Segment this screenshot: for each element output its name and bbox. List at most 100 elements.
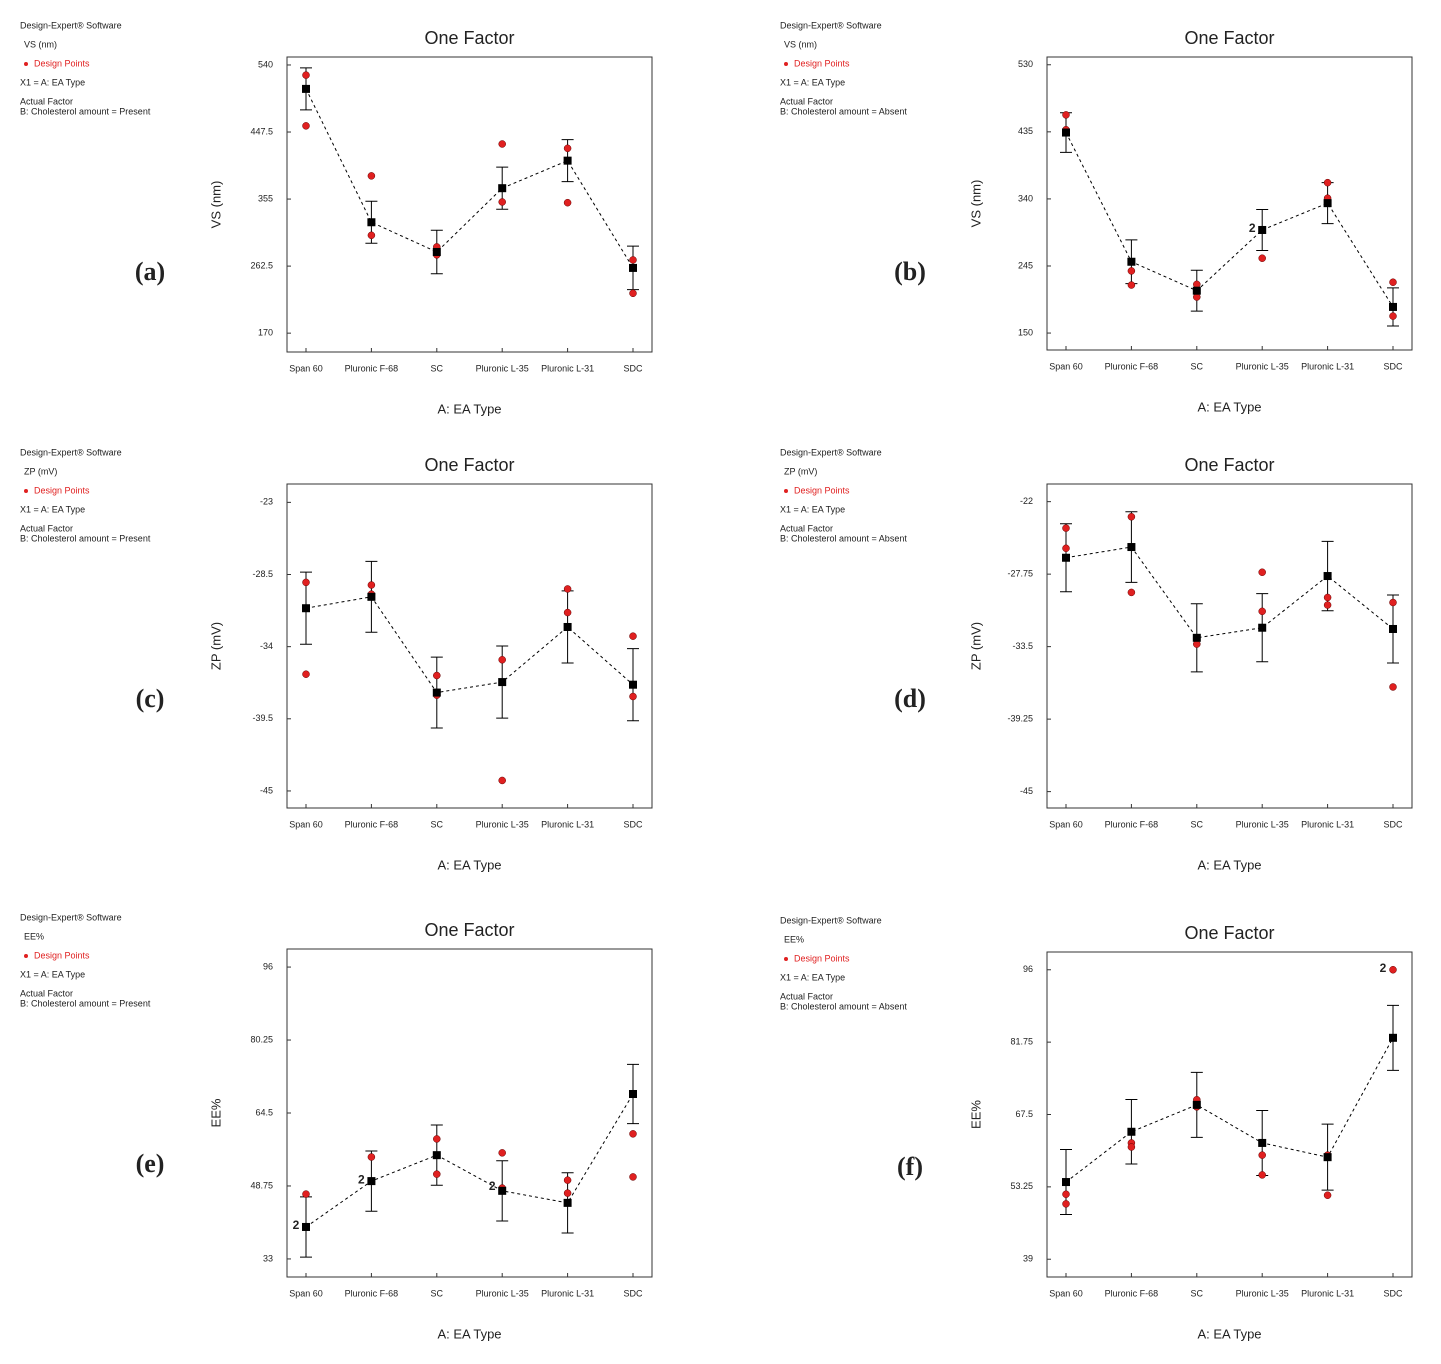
y-tick-label: 39 xyxy=(1023,1254,1033,1264)
y-tick-label: 96 xyxy=(1023,964,1033,974)
y-tick-label: -33.5 xyxy=(1012,641,1033,651)
x-tick-label: SC xyxy=(431,363,444,373)
mean-marker xyxy=(1062,553,1070,562)
chart-title: One Factor xyxy=(424,920,514,940)
note: ZP (mV) xyxy=(784,466,817,476)
note: EE% xyxy=(24,931,44,941)
x-tick-label: Pluronic L-35 xyxy=(1236,361,1289,371)
y-tick-label: -34 xyxy=(260,641,273,651)
design-point xyxy=(1258,568,1266,576)
design-point xyxy=(563,144,572,153)
mean-marker xyxy=(563,622,572,631)
y-tick-label: 245 xyxy=(1018,260,1033,270)
x-tick-label: Pluronic L-31 xyxy=(541,819,594,829)
note: B: Cholesterol amount = Present xyxy=(20,998,151,1008)
y-tick-label: 170 xyxy=(258,328,273,338)
panel-label: (c) xyxy=(136,684,165,713)
chart-title: One Factor xyxy=(424,455,514,475)
mean-marker xyxy=(1389,302,1397,311)
mean-line xyxy=(1065,132,1394,308)
design-point xyxy=(629,256,637,264)
mean-line xyxy=(305,1093,634,1228)
design-point xyxy=(302,1190,310,1198)
mean-marker xyxy=(1192,286,1201,295)
x-tick-label: Pluronic F-68 xyxy=(1105,361,1159,371)
panel-label: (a) xyxy=(135,257,165,286)
mean-marker xyxy=(302,1222,310,1231)
plot-frame xyxy=(286,56,653,353)
annotation: 2 xyxy=(1249,221,1256,235)
x-tick-label: SC xyxy=(1191,1288,1204,1298)
plot-frame xyxy=(1046,951,1413,1278)
note: Design-Expert® Software xyxy=(780,20,882,30)
legend-marker xyxy=(24,62,28,66)
mean-marker xyxy=(367,218,376,227)
mean-marker xyxy=(302,84,310,93)
note: X1 = A: EA Type xyxy=(780,972,845,982)
x-tick-label: SC xyxy=(1191,819,1204,829)
x-tick-label: Pluronic F-68 xyxy=(345,363,399,373)
design-point xyxy=(498,776,506,785)
y-tick-label: -28.5 xyxy=(252,569,273,579)
annotation: 2 xyxy=(489,1179,496,1193)
y-tick-label: 447.5 xyxy=(250,126,273,136)
mean-marker xyxy=(1258,1138,1267,1147)
mean-marker xyxy=(1258,623,1267,632)
note: Actual Factor xyxy=(20,96,73,106)
mean-marker xyxy=(629,263,637,272)
x-tick-label: SC xyxy=(431,819,444,829)
mean-line xyxy=(1065,546,1394,639)
x-tick-label: Pluronic L-31 xyxy=(541,1288,594,1298)
x-tick-label: SC xyxy=(431,1288,444,1298)
mean-marker xyxy=(432,247,441,256)
panel: Design-Expert® Software VS (nm) Design Poi… xyxy=(780,20,1413,414)
design-point xyxy=(433,671,441,680)
x-tick-label: Pluronic L-35 xyxy=(476,363,529,373)
y-tick-label: 530 xyxy=(1018,59,1033,69)
y-tick-label: 340 xyxy=(1018,193,1033,203)
x-tick-label: Pluronic L-31 xyxy=(1301,1288,1354,1298)
mean-line xyxy=(1065,1037,1394,1183)
mean-marker xyxy=(432,1151,441,1160)
design-point xyxy=(1323,593,1332,602)
y-tick-label: -23 xyxy=(260,497,273,507)
y-tick-label: 48.75 xyxy=(250,1180,273,1190)
design-point xyxy=(1258,254,1266,262)
legend-marker xyxy=(784,957,788,961)
x-axis-label: A: EA Type xyxy=(1197,1326,1261,1341)
note: Design Points xyxy=(794,485,850,495)
note: Design Points xyxy=(34,950,90,960)
mean-marker xyxy=(1389,624,1397,633)
design-point xyxy=(563,1176,572,1184)
legend-marker xyxy=(784,62,788,66)
y-tick-label: 80.25 xyxy=(250,1034,273,1044)
x-tick-label: Pluronic F-68 xyxy=(345,819,399,829)
x-tick-label: Span 60 xyxy=(1049,1288,1083,1298)
design-point xyxy=(1389,598,1397,607)
panel: Design-Expert® Software ZP (mV) Design Poi… xyxy=(780,447,1413,872)
legend-marker xyxy=(24,489,28,493)
design-point xyxy=(1389,966,1397,974)
y-axis-label: EE% xyxy=(968,1100,983,1129)
y-tick-label: -22 xyxy=(1020,496,1033,506)
design-point xyxy=(563,198,572,207)
note: Design Points xyxy=(34,485,90,495)
note: EE% xyxy=(784,934,804,944)
x-tick-label: Pluronic L-31 xyxy=(1301,819,1354,829)
note: B: Cholesterol amount = Absent xyxy=(780,533,907,543)
design-point xyxy=(367,231,376,240)
design-point xyxy=(1323,601,1332,609)
x-tick-label: Pluronic L-31 xyxy=(541,363,594,373)
design-point xyxy=(302,670,310,678)
mean-marker xyxy=(498,678,507,687)
design-point xyxy=(498,1149,506,1157)
chart-title: One Factor xyxy=(1184,923,1274,943)
x-tick-label: Span 60 xyxy=(289,363,323,373)
y-tick-label: 540 xyxy=(258,59,273,69)
y-tick-label: -45 xyxy=(260,785,273,795)
note: Actual Factor xyxy=(780,991,833,1001)
plot-frame xyxy=(1046,56,1413,351)
note: X1 = A: EA Type xyxy=(20,969,85,979)
design-point xyxy=(1258,1151,1266,1159)
x-tick-label: SDC xyxy=(1383,361,1403,371)
